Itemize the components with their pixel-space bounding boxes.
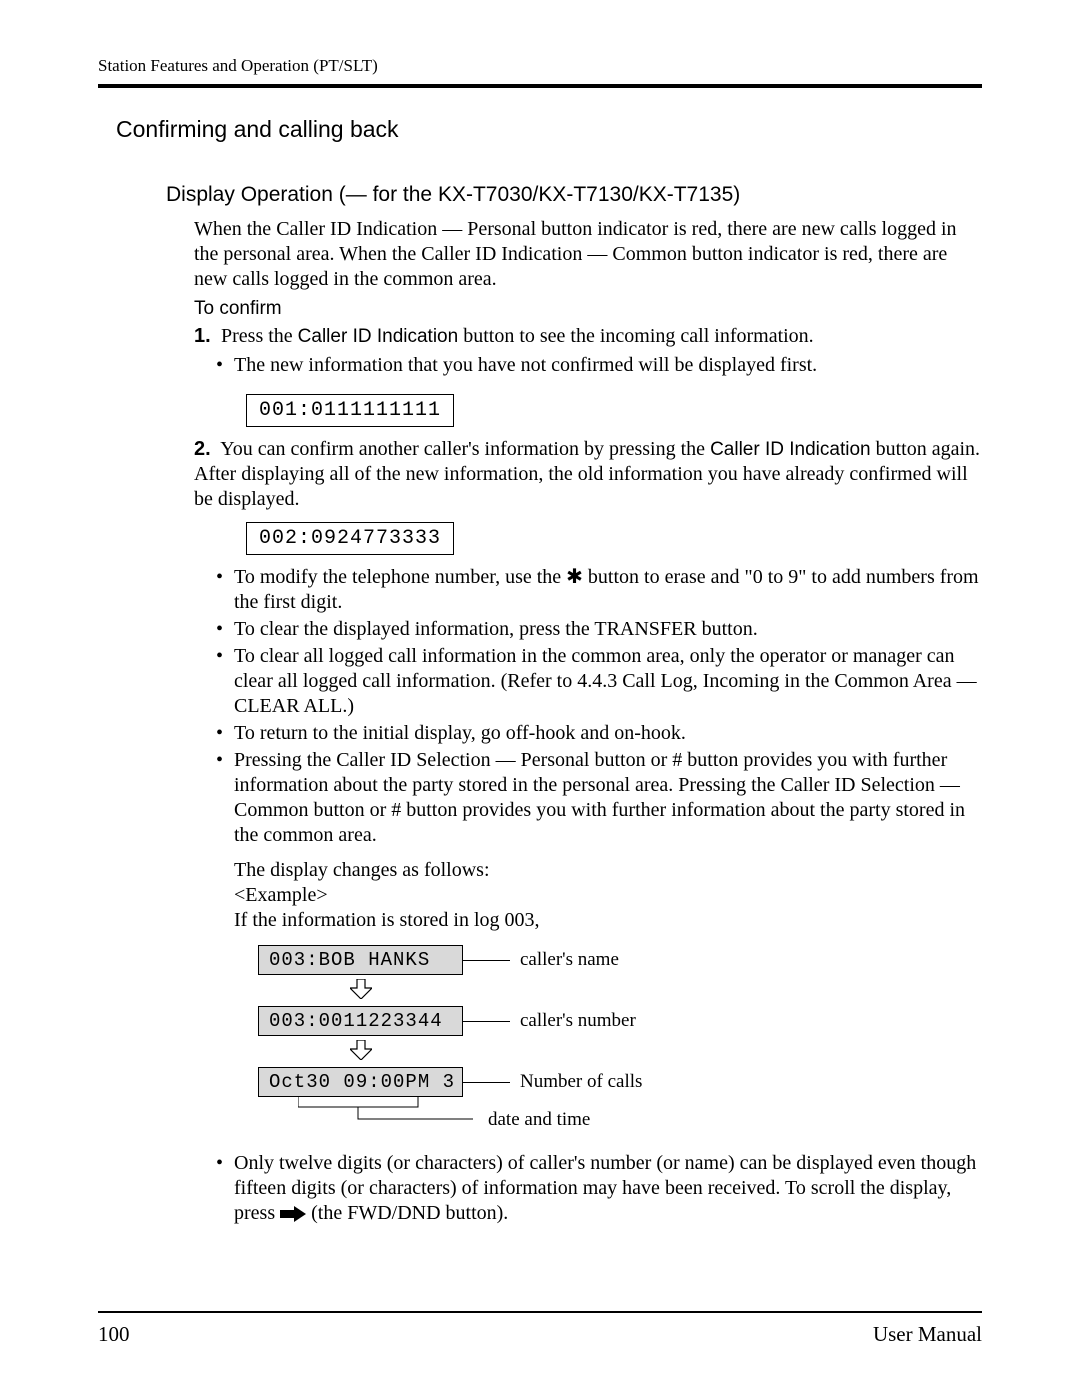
footer-rule bbox=[98, 1311, 982, 1313]
list-item: The new information that you have not co… bbox=[234, 353, 982, 378]
arrow-down-icon bbox=[350, 1040, 372, 1060]
example-line-3: If the information is stored in log 003, bbox=[234, 908, 982, 933]
step-2-bullets: To modify the telephone number, use the … bbox=[234, 565, 982, 848]
flow-connector bbox=[462, 1021, 510, 1022]
flow-label-name: caller's name bbox=[520, 949, 619, 971]
list-item: To clear the displayed information, pres… bbox=[234, 617, 982, 642]
list-item: To clear all logged call information in … bbox=[234, 644, 982, 719]
list-item: To return to the initial display, go off… bbox=[234, 721, 982, 746]
down-arrow-1 bbox=[258, 975, 463, 1006]
caller-id-indication-label: Caller ID Indication bbox=[298, 326, 459, 347]
list-item: Pressing the Caller ID Selection — Perso… bbox=[234, 748, 982, 848]
flow-label-datetime: date and time bbox=[488, 1109, 590, 1131]
subsection-title: Display Operation (— for the KX-T7030/KX… bbox=[166, 183, 982, 207]
step-2: 2. You can confirm another caller's info… bbox=[194, 437, 982, 512]
final-bullet-post: (the FWD/DND button). bbox=[311, 1202, 508, 1224]
section-title: Confirming and calling back bbox=[116, 116, 982, 143]
final-bullets: Only twelve digits (or characters) of ca… bbox=[234, 1151, 982, 1226]
running-head: Station Features and Operation (PT/SLT) bbox=[98, 56, 982, 76]
lcd-display-2: 002:0924773333 bbox=[246, 522, 454, 555]
date-time-bracket: date and time bbox=[258, 1097, 982, 1135]
flow-connector bbox=[462, 1082, 510, 1083]
step-2-pre: You can confirm another caller's informa… bbox=[220, 438, 710, 460]
step-1-bullets: The new information that you have not co… bbox=[234, 353, 982, 378]
display-flow-diagram: 003:BOB HANKS caller's name 003:00112233… bbox=[258, 945, 982, 1135]
intro-paragraph: When the Caller ID Indication — Personal… bbox=[194, 217, 982, 292]
lcd-display-1: 001:0111111111 bbox=[246, 394, 454, 427]
down-arrow-2 bbox=[258, 1036, 463, 1067]
flow-box-number: 003:0011223344 bbox=[258, 1006, 463, 1036]
footer-label: User Manual bbox=[873, 1322, 982, 1347]
to-confirm-heading: To confirm bbox=[194, 298, 982, 320]
example-line-1: The display changes as follows: bbox=[234, 858, 982, 883]
caller-id-indication-label: Caller ID Indication bbox=[710, 439, 871, 460]
header-rule bbox=[98, 84, 982, 88]
arrow-down-icon bbox=[350, 979, 372, 999]
step-1-post: button to see the incoming call informat… bbox=[458, 325, 813, 347]
page-number: 100 bbox=[98, 1322, 130, 1347]
example-block: The display changes as follows: <Example… bbox=[234, 858, 982, 933]
list-item: To modify the telephone number, use the … bbox=[234, 565, 982, 615]
list-item: Only twelve digits (or characters) of ca… bbox=[234, 1151, 982, 1226]
flow-label-calls: Number of calls bbox=[520, 1071, 642, 1093]
flow-label-number: caller's number bbox=[520, 1010, 636, 1032]
step-1-pre: Press the bbox=[221, 325, 298, 347]
flow-row-3: Oct30 09:00PM 3 Number of calls bbox=[258, 1067, 982, 1097]
step-number: 1. bbox=[194, 324, 216, 349]
step-1: 1. Press the Caller ID Indication button… bbox=[194, 324, 982, 349]
flow-row-1: 003:BOB HANKS caller's name bbox=[258, 945, 982, 975]
arrow-right-icon bbox=[280, 1206, 306, 1222]
page-footer: 100 User Manual bbox=[98, 1322, 982, 1347]
flow-connector bbox=[462, 960, 510, 961]
flow-row-2: 003:0011223344 caller's number bbox=[258, 1006, 982, 1036]
flow-box-datetime: Oct30 09:00PM 3 bbox=[258, 1067, 463, 1097]
example-line-2: <Example> bbox=[234, 883, 982, 908]
step-number: 2. bbox=[194, 437, 216, 462]
flow-box-name: 003:BOB HANKS bbox=[258, 945, 463, 975]
